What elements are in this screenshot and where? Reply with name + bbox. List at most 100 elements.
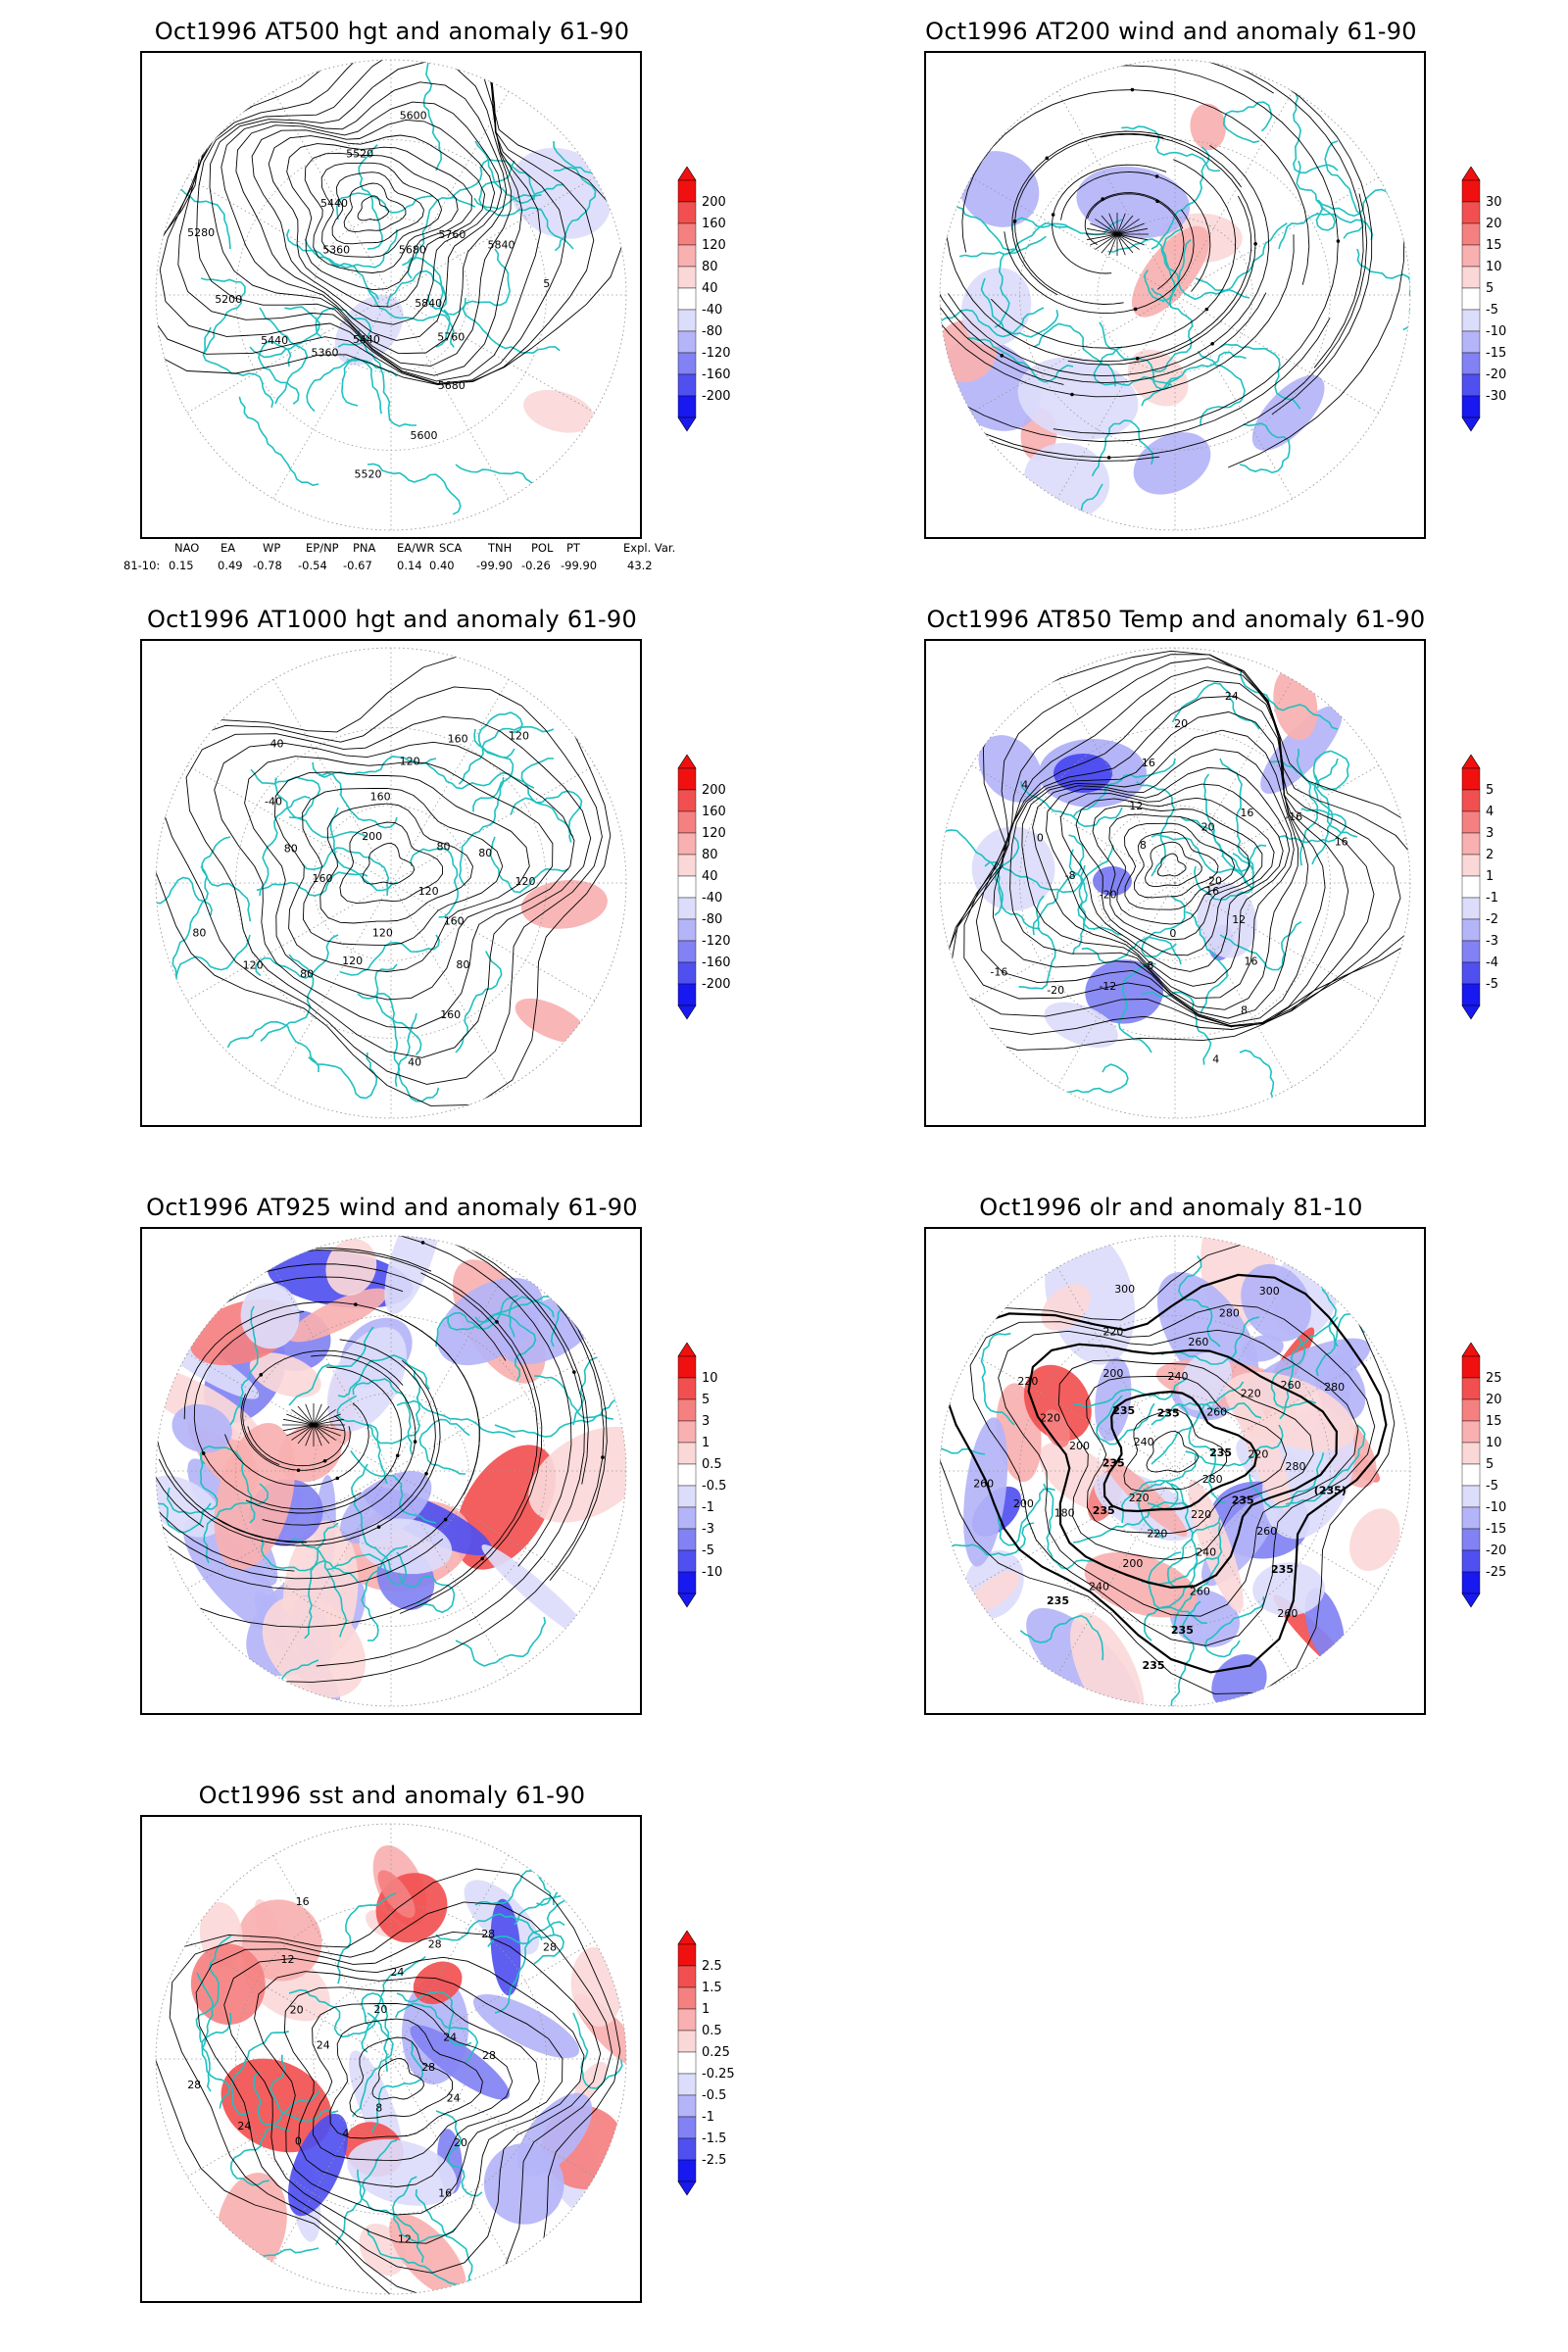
contour-label: 0	[295, 2135, 302, 2148]
streamline-arrow	[1276, 78, 1281, 83]
anomaly-shade	[510, 147, 612, 239]
colorbar-segment	[677, 1986, 697, 2010]
colorbar-segment	[677, 1965, 697, 1988]
coastline	[1068, 849, 1123, 936]
coastline	[226, 1020, 319, 1073]
teleconnection-index-table: NAO EA WP EP/NP PNA EA/WR SCA TNH POL PT Expl. Var…	[123, 541, 711, 580]
contour-label: 235	[1209, 1446, 1232, 1459]
streamline-arrow	[1106, 456, 1111, 460]
contour-label: 5360	[322, 244, 350, 257]
colorbar-tick-label: -80	[702, 912, 722, 927]
coastline	[459, 776, 505, 887]
index-header: WP	[263, 541, 281, 555]
contour-line	[969, 1303, 1376, 1646]
colorbar-tick-label: -40	[702, 891, 722, 906]
streamline	[1090, 222, 1118, 235]
contour-label: 16	[1335, 835, 1348, 848]
coastline	[335, 192, 434, 220]
streamline-arrow	[420, 1241, 425, 1245]
panel-title: Oct1996 AT500 hgt and anomaly 61-90	[154, 18, 630, 45]
coastline	[336, 1395, 388, 1485]
map-clip-group	[156, 1236, 626, 1706]
panel-title: Oct1996 sst and anomaly 61-90	[198, 1782, 586, 1809]
colorbar-segment	[677, 2030, 697, 2053]
contour-label: 120	[400, 756, 420, 768]
anomaly-shade	[249, 1352, 321, 1398]
contour-label: 20	[373, 2003, 387, 2016]
coastline	[361, 1955, 426, 2053]
coastline	[435, 1295, 519, 1348]
colorbar-tick-label: -10	[1486, 1500, 1506, 1515]
polar-map: 16 12 16 8 4 0 -8 -12 -20 -16 -20 -8 0 4 8 12 16 20 24 20 16…	[924, 639, 1426, 1127]
index-header: EP/NP	[306, 541, 339, 555]
contour-label: 220	[1147, 1528, 1167, 1541]
map-canvas: 5840 5760 5680 5600 5520 5440 5360 5440 5200 5280…	[155, 59, 627, 531]
coastline	[304, 228, 398, 270]
contour-label: 120	[418, 885, 439, 898]
coastline	[1239, 1049, 1275, 1118]
colorbar-tick-label: 5	[1486, 783, 1494, 798]
contour-label: -8	[1065, 869, 1076, 882]
coastline	[258, 340, 300, 405]
streamline-arrow	[1204, 307, 1209, 312]
contour-label: 16	[1205, 885, 1219, 898]
anomaly-shade	[190, 1943, 266, 2025]
anomaly-shade	[960, 268, 1032, 347]
streamline-arrow	[572, 1370, 576, 1374]
coastline	[1138, 1453, 1197, 1540]
coastline	[455, 1616, 547, 1667]
contour-line	[235, 101, 503, 341]
contour-line	[1086, 1375, 1288, 1534]
coastline	[201, 836, 252, 922]
coastline	[572, 2012, 623, 2089]
streamline-arrow	[601, 1455, 605, 1459]
contour-label: 20	[290, 2004, 304, 2017]
map-clip-group	[940, 60, 1410, 530]
anomaly-shade	[1178, 1350, 1232, 1411]
polar-map: 280 235 260 235 260 220 240 260 235 235 220 200 240 2…	[924, 1227, 1426, 1715]
contour-label: 5440	[353, 333, 380, 346]
streamline-arrow	[205, 1296, 210, 1300]
streamline-arrow	[335, 1476, 340, 1481]
contour-label: 200	[362, 830, 382, 843]
coastline	[1096, 1395, 1155, 1446]
contour-label: -12	[1099, 980, 1116, 993]
map-canvas: 280 235 260 235 260 220 240 260 235 235 220 200 240 2…	[939, 1235, 1411, 1707]
contour-line	[169, 1901, 612, 2294]
coastline	[196, 1972, 215, 2092]
coastline	[1151, 1381, 1245, 1465]
contour-label: 235	[1047, 1594, 1069, 1607]
coastline	[1151, 1401, 1262, 1426]
contour-line	[1156, 853, 1187, 877]
colorbar-segment	[1461, 832, 1481, 856]
anomaly-shade	[963, 1417, 1008, 1567]
streamline-arrow	[1045, 156, 1050, 161]
coastline	[424, 760, 535, 790]
coastline	[229, 1305, 259, 1426]
contour-line	[329, 2018, 483, 2139]
coastline	[1072, 1500, 1188, 1544]
contour-line	[1032, 749, 1295, 999]
streamline-arrow	[1210, 341, 1214, 346]
colorbar-tick-label: 30	[1486, 195, 1502, 210]
contour-label: (235)	[1314, 1484, 1347, 1496]
contour-label: 5680	[438, 379, 466, 392]
coastline	[1180, 816, 1267, 873]
contour-line	[1102, 1390, 1258, 1513]
coastline	[1170, 1600, 1201, 1706]
contour-label: 24	[237, 2120, 251, 2132]
streamline	[313, 1424, 336, 1441]
contour-line	[302, 787, 504, 946]
contour-label: 200	[1013, 1497, 1034, 1510]
contour-label: 28	[187, 2079, 201, 2091]
streamline	[305, 1403, 315, 1426]
anomaly-shade	[1252, 1562, 1325, 1616]
colorbar-tick-label: -5	[1486, 1479, 1498, 1494]
coastline	[397, 1012, 440, 1102]
contour-label: 24	[1225, 690, 1239, 703]
colorbar-segment	[1461, 1355, 1481, 1379]
streamline-arrow	[201, 1451, 206, 1455]
coastline	[172, 865, 209, 982]
coastline	[334, 2139, 398, 2245]
contour-label: 260	[1256, 1525, 1277, 1538]
